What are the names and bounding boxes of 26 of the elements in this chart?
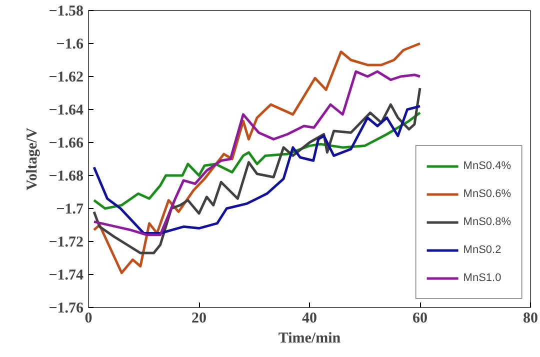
legend-label: MnS1.0	[463, 272, 502, 284]
line-series	[92, 104, 422, 234]
x-axis-title: Time/min	[278, 330, 342, 346]
line-series	[92, 86, 422, 254]
x-tick-label: 20	[192, 310, 206, 326]
y-tick-label: −1.66	[48, 136, 84, 152]
line-series	[92, 42, 422, 274]
y-tick-label: −1.58	[48, 4, 84, 20]
y-axis-title: Voltage/V	[24, 127, 41, 190]
x-tick-label: 80	[523, 310, 538, 326]
y-tick-label: −1.6	[56, 36, 84, 52]
y-tick-label: −1.74	[48, 268, 84, 284]
y-tick-label: −1.7	[56, 202, 84, 218]
y-tick-label: −1.76	[48, 300, 84, 316]
legend-label: MnS0.2	[463, 244, 502, 256]
legend-label: MnS0.6%	[463, 188, 511, 200]
x-tick-label: 60	[412, 310, 428, 326]
y-tick-label: −1.64	[48, 102, 84, 118]
y-tick-label: −1.68	[48, 168, 84, 184]
legend-label: MnS0.4%	[463, 160, 511, 172]
y-tick-label: −1.72	[48, 234, 84, 250]
line-series	[92, 70, 422, 236]
x-tick-label: 0	[84, 310, 92, 326]
legend-label: MnS0.8%	[463, 216, 511, 228]
y-tick-label: −1.62	[48, 70, 84, 86]
x-tick-label: 40	[302, 310, 317, 326]
